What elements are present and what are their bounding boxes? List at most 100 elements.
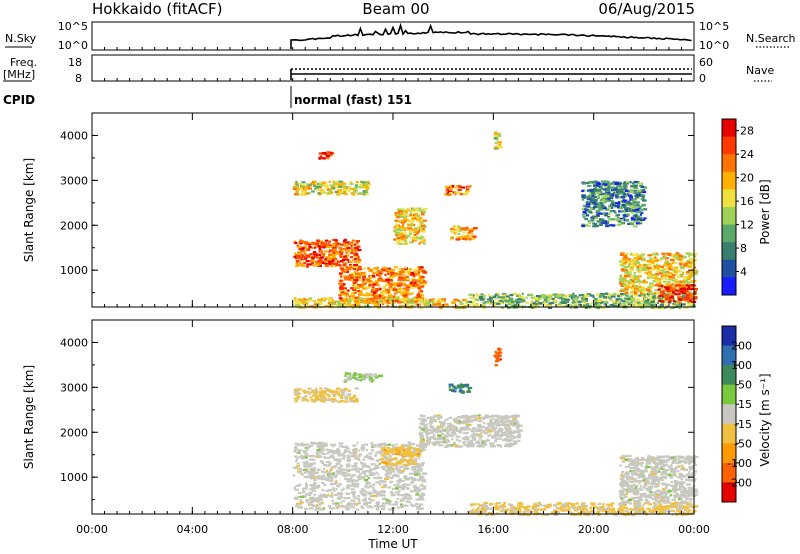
power-cell	[412, 275, 416, 278]
velocity-cell	[419, 498, 424, 501]
velocity-cell	[360, 461, 363, 464]
velocity-cell	[343, 475, 348, 478]
power-cell	[413, 281, 417, 284]
power-cell	[623, 214, 626, 217]
velocity-cell	[509, 422, 514, 425]
velocity-cell	[494, 418, 499, 421]
velocity-cell	[421, 483, 424, 486]
power-cell	[378, 287, 382, 290]
power-cell	[303, 262, 307, 265]
power-cell	[676, 284, 681, 287]
power-cell	[507, 306, 511, 309]
power-cell	[332, 259, 335, 262]
power-cell	[345, 251, 348, 254]
power-cell	[397, 282, 403, 285]
power-cell	[618, 298, 622, 301]
velocity-cell	[421, 472, 426, 475]
power-cell	[673, 255, 678, 258]
velocity-cell	[341, 505, 345, 508]
power-cell	[492, 295, 497, 298]
power-colorbar-swatch	[722, 154, 736, 173]
power-cell	[409, 224, 413, 227]
power-cell	[599, 187, 602, 190]
velocity-cell	[321, 446, 325, 450]
power-cell	[620, 284, 625, 287]
power-cell	[615, 202, 620, 205]
power-cell	[617, 189, 621, 192]
power-cell	[679, 263, 683, 266]
power-cell	[621, 304, 624, 307]
power-cell	[573, 303, 579, 306]
power-cell	[355, 181, 359, 184]
power-cell	[409, 304, 415, 307]
velocity-cell	[517, 429, 522, 432]
power-cell	[640, 211, 644, 214]
velocity-cell	[401, 488, 405, 491]
power-cell	[418, 226, 422, 229]
power-cell	[354, 276, 359, 279]
power-cell	[627, 213, 630, 216]
velocity-cell	[386, 461, 391, 464]
velocity-cell	[345, 492, 350, 495]
power-cell	[681, 294, 686, 297]
power-cell	[630, 202, 635, 206]
power-cell	[611, 189, 616, 192]
power-cell	[305, 185, 310, 188]
power-cell	[672, 276, 675, 279]
velocity-cell	[509, 415, 515, 418]
velocity-cell	[407, 467, 410, 470]
power-cell	[581, 208, 587, 211]
power-cell	[368, 277, 372, 280]
power-cell	[346, 276, 349, 279]
power-cell	[363, 298, 366, 301]
velocity-cell	[432, 428, 436, 431]
velocity-cell	[417, 471, 421, 474]
power-cell	[385, 269, 389, 273]
power-cell	[632, 204, 637, 207]
power-cell	[299, 306, 305, 309]
velocity-cell	[313, 442, 316, 445]
velocity-cell	[440, 433, 445, 436]
velocity-cell	[409, 456, 415, 459]
velocity-cell	[310, 391, 316, 394]
power-cell	[642, 186, 648, 189]
velocity-cell	[333, 394, 336, 397]
power-cell	[320, 252, 326, 255]
freq-unit: [MHz]	[3, 68, 35, 81]
power-cell	[596, 220, 600, 223]
velocity-cell	[345, 463, 350, 466]
power-cell	[465, 226, 469, 229]
velocity-cell	[352, 468, 357, 471]
velocity-cell	[466, 431, 469, 434]
velocity-cell	[516, 431, 521, 434]
power-cell	[338, 290, 342, 293]
power-cell	[328, 262, 331, 265]
power-cell	[502, 294, 507, 297]
velocity-cell	[510, 438, 514, 441]
power-cell	[624, 259, 629, 262]
power-cell	[581, 294, 585, 297]
power-cell	[543, 298, 548, 301]
velocity-cell	[545, 513, 550, 516]
power-cell	[308, 243, 311, 246]
power-cell	[339, 248, 343, 251]
power-cell	[380, 270, 383, 273]
power-cell	[397, 289, 403, 292]
power-cell	[344, 241, 350, 244]
velocity-cell	[517, 436, 521, 439]
power-cell	[621, 293, 626, 296]
velocity-cell	[408, 497, 413, 500]
power-cell	[671, 291, 676, 294]
power-cell	[686, 281, 689, 284]
power-cell	[394, 219, 398, 222]
velocity-cell	[455, 438, 459, 441]
velocity-cell	[338, 442, 344, 445]
power-cell	[611, 301, 616, 304]
power-cell	[326, 297, 331, 300]
power-cell	[418, 306, 424, 309]
velocity-cell	[481, 441, 485, 444]
power-cell	[424, 300, 430, 303]
power-cell	[602, 195, 607, 198]
power-cell	[625, 289, 628, 292]
power-cell	[392, 274, 397, 277]
